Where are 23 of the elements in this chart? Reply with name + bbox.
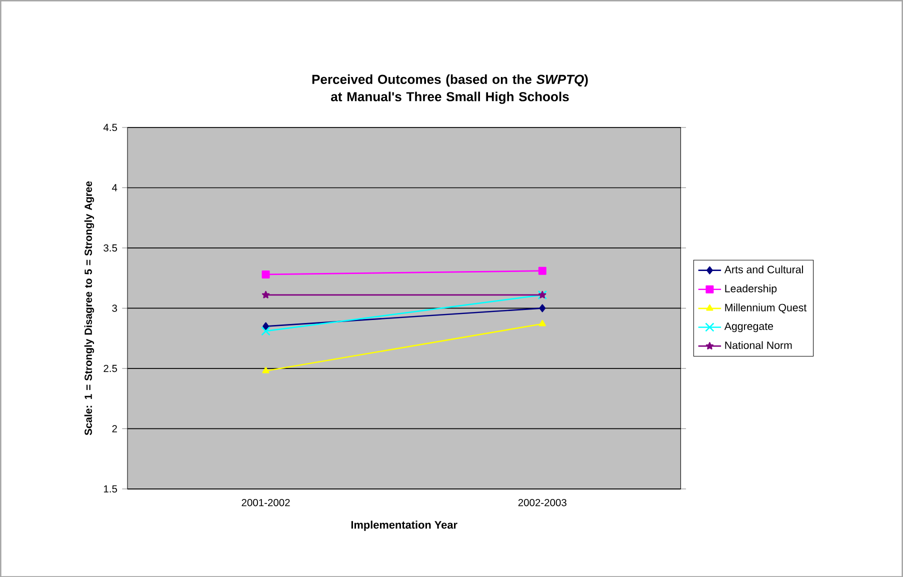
x-tick-label: 2001-2002 bbox=[242, 498, 290, 506]
y-tick-label: 4.5 bbox=[103, 124, 118, 131]
y-tick-label: 2 bbox=[112, 424, 117, 432]
legend-label: Leadership bbox=[725, 284, 777, 294]
y-tick-label: 3 bbox=[112, 304, 117, 312]
point bbox=[262, 322, 269, 330]
y-tick-label: 3.5 bbox=[104, 244, 118, 252]
y-tick-label: 2.5 bbox=[104, 364, 118, 372]
legend-label: Aggregate bbox=[724, 322, 774, 332]
x-axis-title: Implementation Year bbox=[351, 520, 458, 531]
legend-label: Arts and Cultural bbox=[724, 265, 803, 274]
chart-title: Perceived Outcomes (based on the SWPTQ) at Manual's Three Small High Schools bbox=[312, 74, 588, 104]
point bbox=[262, 270, 270, 278]
legend-label: National Norm bbox=[725, 340, 792, 349]
y-axis-title: Scale: 1 = Strongly Disagree to 5 = Strongly Agree bbox=[84, 181, 94, 435]
point bbox=[539, 304, 546, 312]
y-tick-label: 1.5 bbox=[104, 485, 118, 492]
point bbox=[262, 290, 270, 298]
point bbox=[261, 326, 270, 336]
point bbox=[538, 266, 546, 275]
y-tick-label: 4 bbox=[112, 184, 118, 192]
legend-label: Millennium Quest bbox=[725, 303, 807, 314]
x-tick-label: 2002-2003 bbox=[518, 498, 566, 506]
